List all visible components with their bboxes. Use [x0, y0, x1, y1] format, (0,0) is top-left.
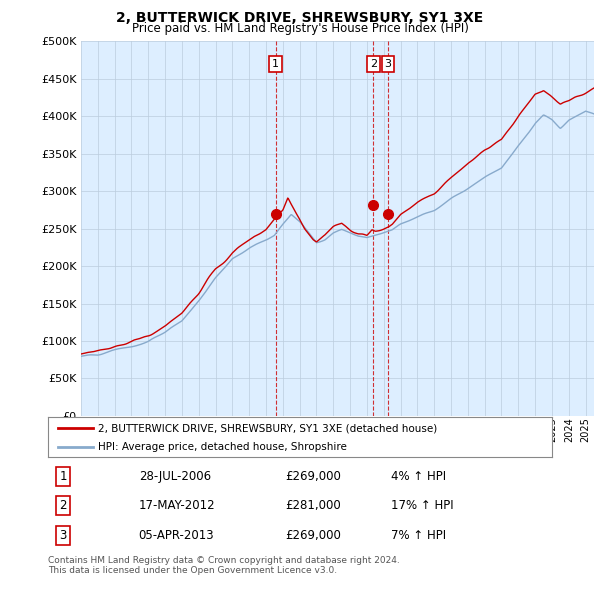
Text: Price paid vs. HM Land Registry's House Price Index (HPI): Price paid vs. HM Land Registry's House …	[131, 22, 469, 35]
Text: 1: 1	[59, 470, 67, 483]
Text: 2: 2	[59, 499, 67, 513]
Text: 17% ↑ HPI: 17% ↑ HPI	[391, 499, 454, 513]
Text: 17-MAY-2012: 17-MAY-2012	[139, 499, 215, 513]
Text: 28-JUL-2006: 28-JUL-2006	[139, 470, 211, 483]
Text: 3: 3	[59, 529, 67, 542]
Text: HPI: Average price, detached house, Shropshire: HPI: Average price, detached house, Shro…	[98, 442, 347, 452]
Text: 2, BUTTERWICK DRIVE, SHREWSBURY, SY1 3XE: 2, BUTTERWICK DRIVE, SHREWSBURY, SY1 3XE	[116, 11, 484, 25]
Text: £269,000: £269,000	[285, 470, 341, 483]
Text: 2: 2	[370, 59, 377, 69]
Text: £281,000: £281,000	[285, 499, 341, 513]
Text: 4% ↑ HPI: 4% ↑ HPI	[391, 470, 446, 483]
Text: 7% ↑ HPI: 7% ↑ HPI	[391, 529, 446, 542]
Text: Contains HM Land Registry data © Crown copyright and database right 2024.
This d: Contains HM Land Registry data © Crown c…	[48, 556, 400, 575]
Text: £269,000: £269,000	[285, 529, 341, 542]
Text: 2, BUTTERWICK DRIVE, SHREWSBURY, SY1 3XE (detached house): 2, BUTTERWICK DRIVE, SHREWSBURY, SY1 3XE…	[98, 424, 437, 434]
Text: 05-APR-2013: 05-APR-2013	[139, 529, 214, 542]
Text: 3: 3	[385, 59, 392, 69]
Text: 1: 1	[272, 59, 279, 69]
